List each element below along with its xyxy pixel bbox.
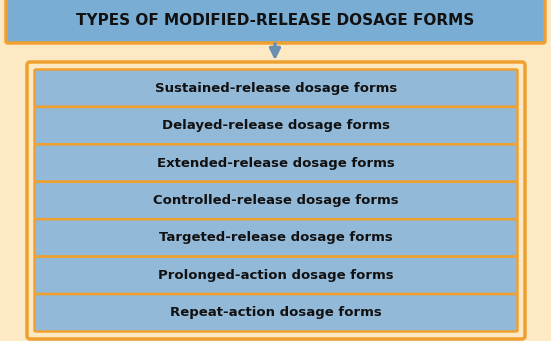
FancyBboxPatch shape: [35, 182, 517, 219]
Text: Targeted-release dosage forms: Targeted-release dosage forms: [159, 232, 393, 244]
FancyBboxPatch shape: [6, 0, 545, 43]
FancyBboxPatch shape: [35, 107, 517, 144]
Text: Sustained-release dosage forms: Sustained-release dosage forms: [155, 82, 397, 95]
FancyBboxPatch shape: [35, 70, 517, 107]
FancyBboxPatch shape: [35, 219, 517, 257]
Text: Repeat-action dosage forms: Repeat-action dosage forms: [170, 306, 382, 319]
FancyBboxPatch shape: [35, 294, 517, 331]
Text: Controlled-release dosage forms: Controlled-release dosage forms: [153, 194, 399, 207]
Text: Prolonged-action dosage forms: Prolonged-action dosage forms: [158, 269, 394, 282]
FancyBboxPatch shape: [35, 257, 517, 294]
Text: TYPES OF MODIFIED-RELEASE DOSAGE FORMS: TYPES OF MODIFIED-RELEASE DOSAGE FORMS: [77, 13, 474, 28]
FancyBboxPatch shape: [27, 62, 525, 339]
Text: Delayed-release dosage forms: Delayed-release dosage forms: [162, 119, 390, 132]
FancyBboxPatch shape: [35, 144, 517, 182]
Text: Extended-release dosage forms: Extended-release dosage forms: [157, 157, 395, 169]
